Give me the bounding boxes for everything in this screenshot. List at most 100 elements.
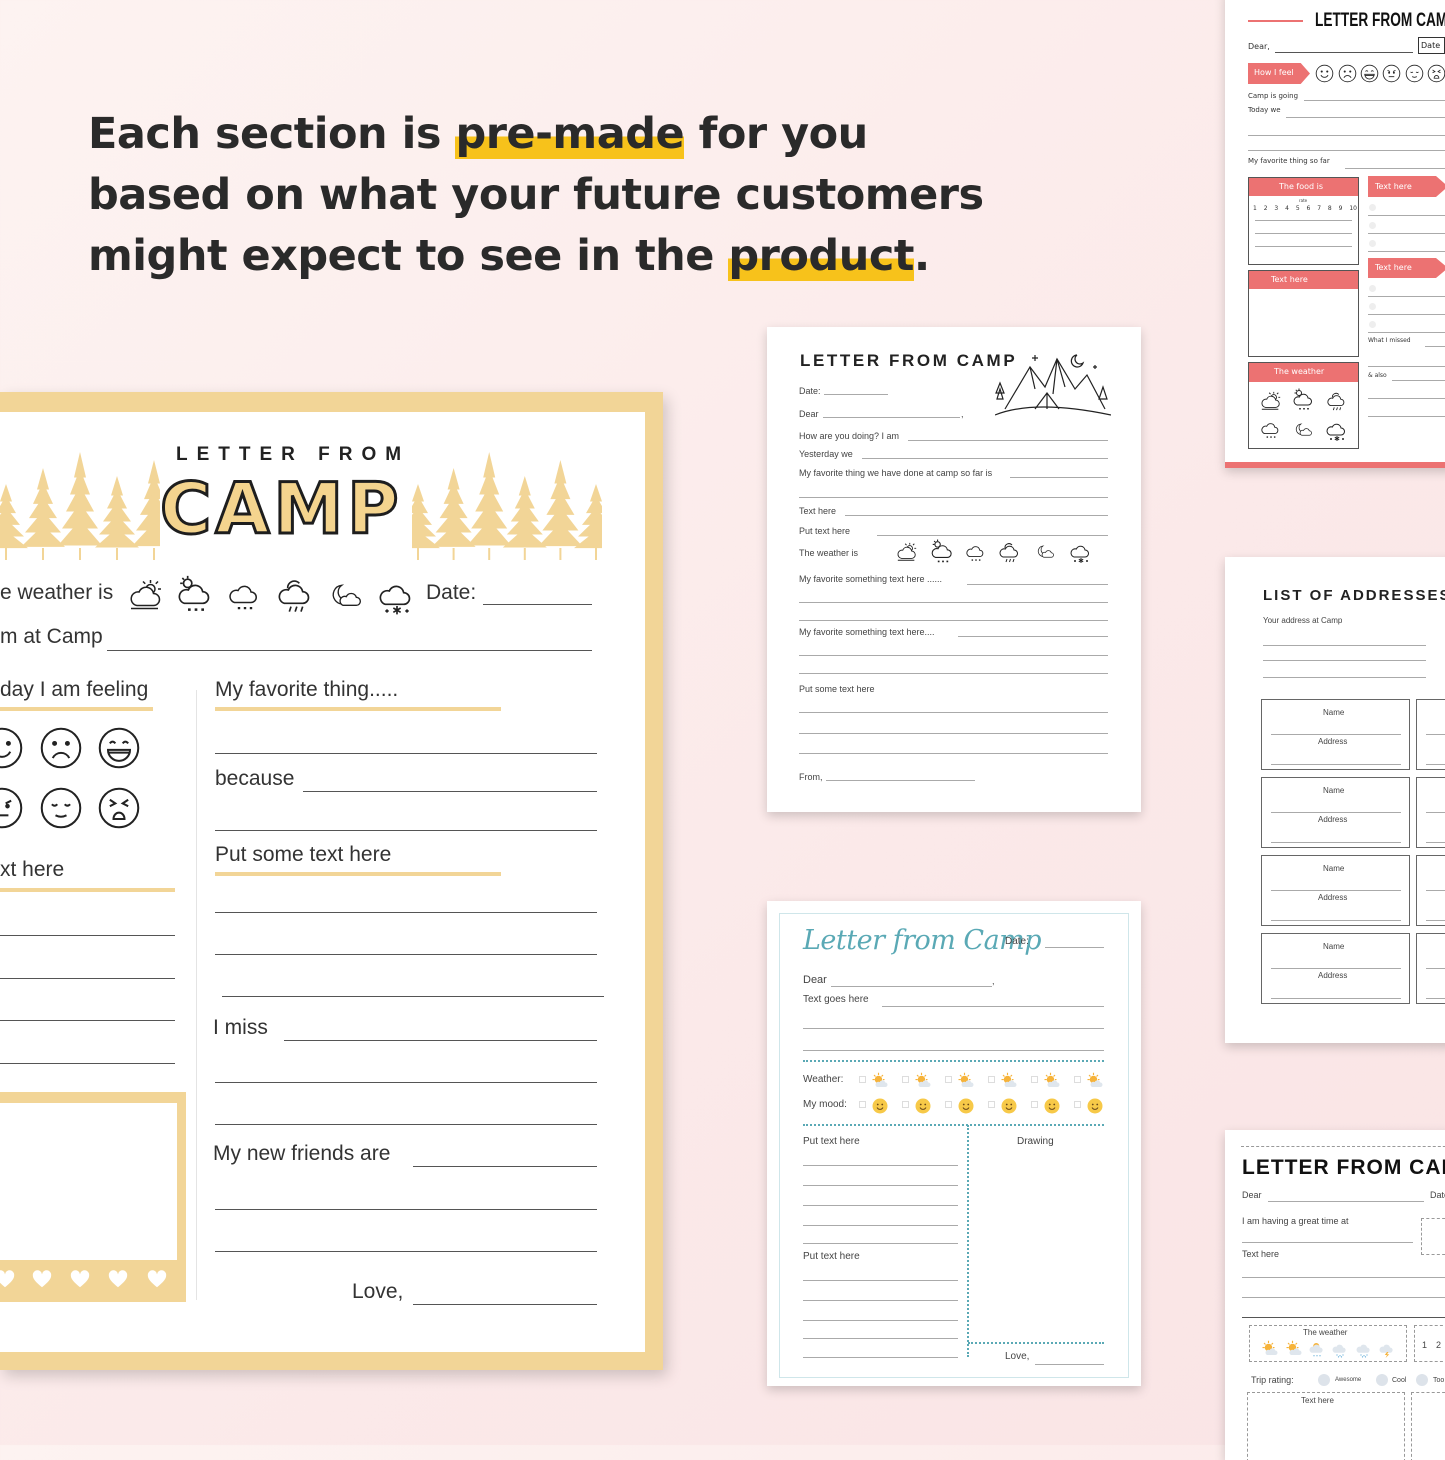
write-line[interactable] <box>1392 380 1445 381</box>
name-field[interactable] <box>1426 890 1445 891</box>
write-line[interactable] <box>803 1028 1104 1029</box>
face-angry-icon[interactable] <box>1427 64 1445 83</box>
dear-field[interactable] <box>1275 52 1413 53</box>
write-line[interactable] <box>803 1357 958 1358</box>
write-line[interactable] <box>799 733 1108 734</box>
write-line[interactable] <box>215 1082 597 1083</box>
option-checkbox[interactable] <box>1031 1076 1038 1083</box>
text-box[interactable] <box>1411 1392 1445 1460</box>
rating-number[interactable]: 3 <box>1274 205 1279 212</box>
write-line[interactable] <box>908 440 1108 441</box>
write-line[interactable] <box>803 1300 958 1301</box>
write-line[interactable] <box>958 636 1108 637</box>
write-line[interactable] <box>215 1251 597 1252</box>
address-field[interactable] <box>1426 920 1445 921</box>
checkbox-circle[interactable] <box>1369 240 1376 247</box>
checkbox-circle[interactable] <box>1369 285 1376 292</box>
write-line[interactable] <box>303 791 597 792</box>
dear-field[interactable] <box>823 417 960 418</box>
dear-field[interactable] <box>831 986 992 987</box>
face-smile-icon[interactable] <box>1315 64 1334 83</box>
write-line[interactable] <box>882 1006 1104 1007</box>
face-laugh-icon[interactable] <box>97 726 141 770</box>
write-line[interactable] <box>1248 150 1445 151</box>
option-checkbox[interactable] <box>1074 1076 1081 1083</box>
write-line[interactable] <box>215 1209 597 1210</box>
rating-number[interactable]: 5 <box>1295 205 1300 212</box>
rating-number[interactable]: 10 <box>1349 205 1357 212</box>
write-line[interactable] <box>803 1050 1104 1051</box>
write-line[interactable] <box>877 535 1108 536</box>
checkbox-circle[interactable] <box>1369 222 1376 229</box>
write-line[interactable] <box>1255 220 1352 221</box>
write-line[interactable] <box>799 655 1108 656</box>
write-line[interactable] <box>799 620 1108 621</box>
checkbox-circle[interactable] <box>1369 321 1376 328</box>
write-line[interactable] <box>1304 100 1445 101</box>
option-checkbox[interactable] <box>902 1076 909 1083</box>
write-line[interactable] <box>1425 346 1445 347</box>
checkbox-circle[interactable] <box>1369 204 1376 211</box>
write-line[interactable] <box>845 515 1108 516</box>
write-line[interactable] <box>1242 1297 1445 1298</box>
write-line[interactable] <box>803 1320 958 1321</box>
write-line[interactable] <box>215 830 597 831</box>
face-smile-icon[interactable] <box>0 726 24 770</box>
address-field[interactable] <box>1271 764 1401 765</box>
name-field[interactable] <box>1271 734 1401 735</box>
write-line[interactable] <box>222 996 604 997</box>
option-checkbox[interactable] <box>988 1076 995 1083</box>
rating-number[interactable]: 8 <box>1327 205 1332 212</box>
address-field[interactable] <box>1271 998 1401 999</box>
number[interactable]: 2 <box>1436 1340 1442 1350</box>
rating-number[interactable]: 6 <box>1306 205 1311 212</box>
option-checkbox[interactable] <box>1074 1101 1081 1108</box>
option-checkbox[interactable] <box>945 1076 952 1083</box>
camp-field[interactable] <box>107 650 592 651</box>
name-field[interactable] <box>1271 890 1401 891</box>
rating-number[interactable]: 7 <box>1317 205 1322 212</box>
name-field[interactable] <box>1426 812 1445 813</box>
write-line[interactable] <box>1368 398 1445 399</box>
write-line[interactable] <box>1368 251 1445 252</box>
rating-radio[interactable] <box>1376 1374 1388 1386</box>
rating-radio[interactable] <box>1318 1374 1330 1386</box>
option-checkbox[interactable] <box>902 1101 909 1108</box>
photo-box[interactable] <box>1421 1218 1445 1255</box>
name-field[interactable] <box>1271 968 1401 969</box>
write-line[interactable] <box>803 1280 958 1281</box>
write-line[interactable] <box>799 497 1108 498</box>
signature-line[interactable] <box>1035 1364 1104 1365</box>
checkbox-circle[interactable] <box>1369 303 1376 310</box>
write-line[interactable] <box>803 1338 958 1339</box>
option-checkbox[interactable] <box>945 1101 952 1108</box>
rating-number[interactable]: 9 <box>1338 205 1343 212</box>
date-field[interactable] <box>483 604 592 605</box>
number[interactable]: 1 <box>1422 1340 1428 1350</box>
option-checkbox[interactable] <box>859 1101 866 1108</box>
write-line[interactable] <box>799 753 1108 754</box>
name-field[interactable] <box>1426 734 1445 735</box>
write-line[interactable] <box>0 1063 175 1064</box>
write-line[interactable] <box>215 753 597 754</box>
name-field[interactable] <box>1271 812 1401 813</box>
write-line[interactable] <box>1368 416 1445 417</box>
face-laugh-icon[interactable] <box>1360 64 1379 83</box>
write-line[interactable] <box>1248 135 1445 136</box>
write-line[interactable] <box>1242 1277 1445 1278</box>
rating-number[interactable]: 2 <box>1263 205 1268 212</box>
rating-number[interactable]: 1 <box>1253 205 1257 212</box>
address-field[interactable] <box>1271 842 1401 843</box>
name-field[interactable] <box>1426 968 1445 969</box>
address-field[interactable] <box>1426 842 1445 843</box>
write-line[interactable] <box>799 712 1108 713</box>
address-field[interactable] <box>1271 920 1401 921</box>
signature-line[interactable] <box>826 780 975 781</box>
write-line[interactable] <box>799 602 1108 603</box>
face-sleepy-icon[interactable] <box>1405 64 1424 83</box>
face-annoyed-icon[interactable] <box>0 786 24 830</box>
write-line[interactable] <box>215 954 597 955</box>
write-line[interactable] <box>803 1165 958 1166</box>
address-field[interactable] <box>1426 764 1445 765</box>
face-angry-icon[interactable] <box>97 786 141 830</box>
